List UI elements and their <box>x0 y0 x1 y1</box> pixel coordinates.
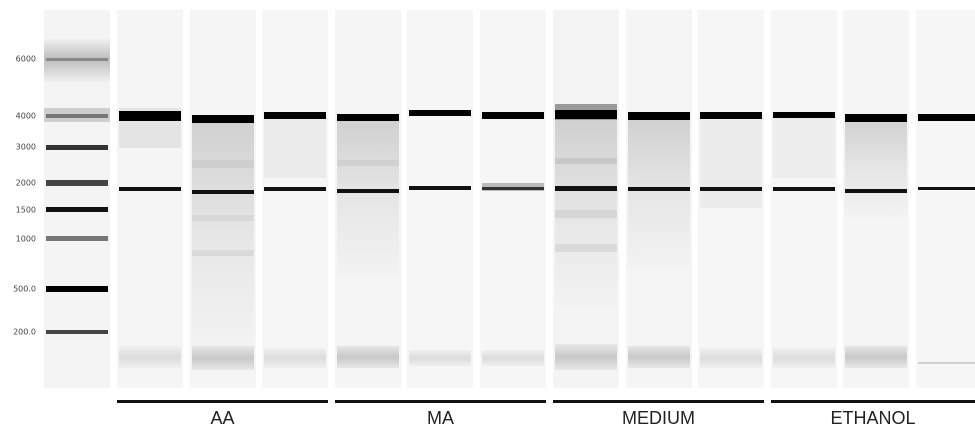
lane-aa-1 <box>117 10 183 388</box>
lane-ma-2 <box>407 10 473 388</box>
ladder-band-1500 <box>46 207 108 212</box>
ladder-label-6000: 6000 <box>15 54 36 64</box>
lane-ethanol-2 <box>843 10 909 388</box>
lane-ma-1 <box>335 10 401 388</box>
ladder-label-2000: 2000 <box>15 178 36 188</box>
lane-aa-3 <box>262 10 328 388</box>
group-label-ethanol: ETHANOL <box>830 408 916 428</box>
ladder-lane <box>44 10 110 388</box>
lane-medium-2 <box>626 10 692 388</box>
group-label-aa: AA <box>210 408 235 428</box>
group-bar-ma <box>335 400 546 403</box>
ladder-band-2000 <box>46 180 108 186</box>
lane-medium-3 <box>698 10 764 388</box>
ladder-band-200 <box>46 330 108 334</box>
ladder-label-500: 500.0 <box>13 284 36 294</box>
ladder-label-1000: 1000 <box>15 234 36 244</box>
lane-ethanol-1 <box>771 10 837 388</box>
ladder-label-1500: 1500 <box>15 205 36 215</box>
lane-ma-3 <box>480 10 546 388</box>
ladder-band-4000 <box>46 114 108 118</box>
lane-medium-1 <box>553 10 619 388</box>
group-label-ma: MA <box>427 408 454 428</box>
group-bar-ethanol <box>771 400 975 403</box>
ladder-label-4000: 4000 <box>15 111 36 121</box>
ladder-band-3000 <box>46 145 108 150</box>
ladder-band-6000 <box>46 58 108 61</box>
ladder-label-3000: 3000 <box>15 142 36 152</box>
ladder-band-1000 <box>46 236 108 241</box>
lane-aa-2 <box>190 10 256 388</box>
group-bar-aa <box>117 400 328 403</box>
group-bar-medium <box>553 400 764 403</box>
ladder-label-200: 200.0 <box>13 327 36 337</box>
ladder-band-500 <box>46 286 108 292</box>
lane-ethanol-3 <box>916 10 975 388</box>
group-label-medium: MEDIUM <box>622 408 695 428</box>
